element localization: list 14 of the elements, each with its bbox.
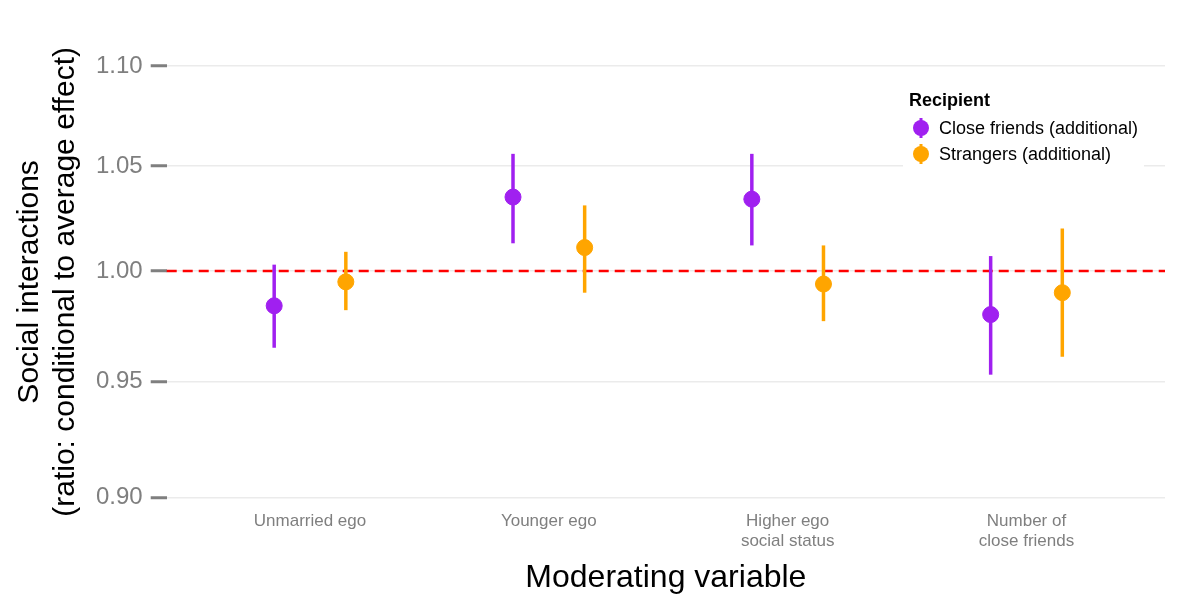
x-tick-label: Unmarried ego — [253, 510, 367, 530]
y-tick-label: 1.10 — [95, 50, 143, 78]
y-tick-label: 0.95 — [95, 366, 143, 394]
legend-title: Recipient — [908, 90, 991, 111]
y-tick-label: 1.00 — [95, 255, 143, 283]
x-axis-title: Moderating variable — [525, 557, 807, 594]
y-tick-label: 0.90 — [95, 482, 143, 510]
x-tick-label: Higher ego social status — [740, 510, 835, 551]
legend-label: Strangers (additional) — [938, 143, 1111, 165]
y-tick-label: 1.05 — [95, 150, 143, 178]
x-tick-label: Number of close friends — [978, 510, 1075, 551]
y-axis-title: Social interactions (ratio: conditional to average effect) — [11, 47, 81, 517]
legend-label: Close friends (additional) — [938, 117, 1138, 139]
x-tick-label: Younger ego — [500, 510, 597, 530]
